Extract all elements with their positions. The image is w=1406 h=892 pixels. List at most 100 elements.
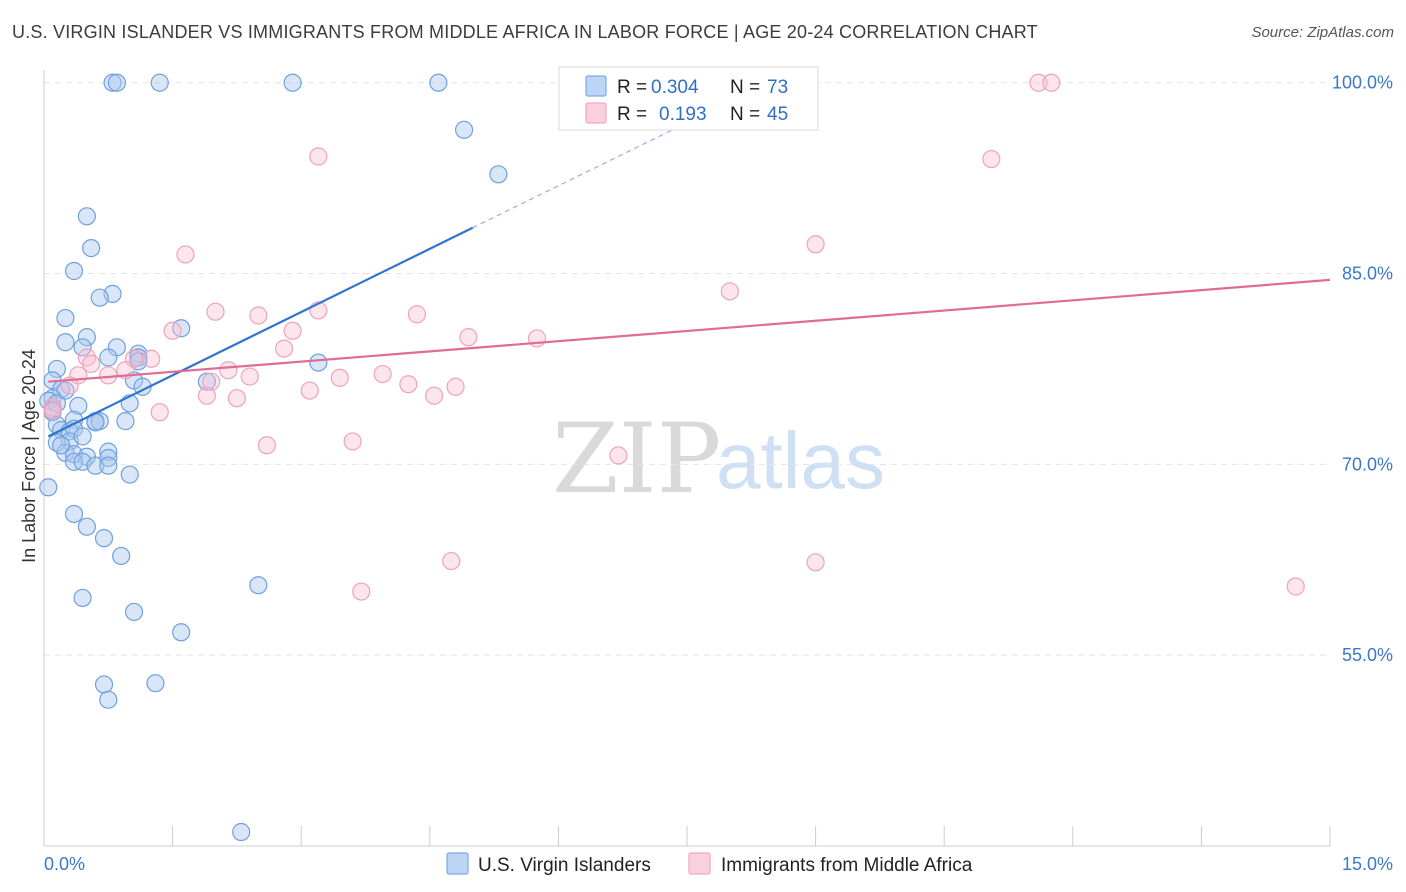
point-middle-africa: [176, 245, 195, 264]
point-middle-africa: [399, 375, 418, 394]
legend-box: R = 0.304 N = 73 R = 0.193 N = 45: [558, 66, 819, 131]
point-middle-africa: [352, 582, 371, 601]
legend-n-value-2: 45: [767, 104, 788, 125]
point-virgin-islanders: [249, 576, 268, 595]
point-virgin-islanders: [99, 442, 118, 461]
point-middle-africa: [99, 366, 118, 385]
point-virgin-islanders: [77, 328, 96, 347]
chart-title: U.S. VIRGIN ISLANDER VS IMMIGRANTS FROM …: [12, 22, 1038, 42]
point-virgin-islanders: [146, 674, 165, 693]
y-axis-title: In Labor Force | Age 20-24: [19, 349, 39, 563]
point-middle-africa: [1042, 73, 1061, 92]
point-middle-africa: [446, 377, 465, 396]
point-middle-africa: [197, 386, 216, 405]
point-virgin-islanders: [94, 529, 114, 548]
point-middle-africa: [219, 361, 238, 380]
point-middle-africa: [142, 349, 161, 368]
point-virgin-islanders: [172, 623, 191, 642]
point-middle-africa: [442, 551, 461, 571]
point-virgin-islanders: [107, 73, 126, 92]
point-middle-africa: [163, 321, 182, 340]
y-tick-label: 55.0%: [1342, 645, 1393, 665]
point-middle-africa: [982, 149, 1001, 169]
point-middle-africa: [720, 282, 739, 301]
point-middle-africa: [206, 302, 225, 321]
point-middle-africa: [150, 403, 169, 422]
legend-swatch-series2: [585, 102, 607, 124]
point-virgin-islanders: [39, 478, 58, 497]
point-virgin-islanders: [309, 353, 328, 372]
point-virgin-islanders: [454, 120, 474, 139]
x-tick-label-min: 0.0%: [44, 854, 85, 874]
point-virgin-islanders: [116, 412, 135, 431]
point-virgin-islanders: [47, 359, 66, 379]
point-virgin-islanders: [99, 448, 118, 468]
trend-line-middle-africa: [48, 278, 1331, 383]
trend-line-virgin-islanders: [47, 226, 474, 438]
point-middle-africa: [249, 306, 268, 325]
point-middle-africa: [1286, 577, 1305, 596]
point-virgin-islanders: [69, 396, 88, 415]
point-virgin-islanders: [73, 588, 92, 608]
y-tick-label: 70.0%: [1342, 454, 1393, 474]
point-virgin-islanders: [73, 338, 92, 357]
watermark-zip: ZIP: [552, 403, 721, 515]
point-middle-africa: [424, 386, 444, 405]
bottom-legend-label-series2: Immigrants from Middle Africa: [721, 855, 973, 876]
point-middle-africa: [257, 436, 277, 455]
legend-r-label-2: R =: [617, 104, 647, 125]
point-virgin-islanders: [73, 427, 92, 446]
data-points: [39, 73, 1305, 842]
point-virgin-islanders: [112, 546, 131, 566]
point-middle-africa: [309, 147, 328, 166]
legend-r-label-1: R =: [617, 77, 647, 98]
watermark-atlas: atlas: [716, 416, 885, 505]
y-tick-label: 85.0%: [1342, 264, 1393, 284]
point-middle-africa: [1029, 73, 1048, 92]
point-middle-africa: [43, 398, 62, 417]
point-middle-africa: [806, 235, 825, 254]
point-virgin-islanders: [124, 602, 144, 622]
point-middle-africa: [300, 381, 319, 400]
trend-lines: [47, 101, 1331, 438]
point-virgin-islanders: [90, 288, 109, 307]
point-middle-africa: [227, 389, 246, 408]
point-virgin-islanders: [283, 73, 302, 92]
point-middle-africa: [343, 432, 362, 451]
x-tick-label-max: 15.0%: [1342, 854, 1393, 874]
point-virgin-islanders: [232, 822, 251, 842]
point-middle-africa: [806, 553, 825, 572]
bottom-legend-label-series1: U.S. Virgin Islanders: [478, 855, 651, 876]
point-virgin-islanders: [56, 333, 75, 352]
legend-r-value-1: 0.304: [651, 77, 699, 98]
point-middle-africa: [240, 367, 259, 386]
legend-n-label-2: N =: [730, 104, 760, 125]
point-middle-africa: [373, 364, 392, 384]
point-virgin-islanders: [150, 73, 169, 92]
chart-source: Source: ZipAtlas.com: [1251, 24, 1394, 41]
point-middle-africa: [82, 354, 101, 373]
point-middle-africa: [407, 305, 427, 324]
legend-n-label-1: N =: [730, 77, 760, 98]
point-virgin-islanders: [77, 207, 96, 226]
point-middle-africa: [459, 328, 478, 347]
point-virgin-islanders: [197, 372, 216, 391]
point-virgin-islanders: [56, 308, 75, 328]
point-virgin-islanders: [52, 436, 71, 455]
legend-swatch-series1: [585, 75, 607, 97]
point-virgin-islanders: [99, 690, 118, 709]
legend-r-value-2: 0.193: [659, 104, 707, 125]
point-virgin-islanders: [64, 504, 84, 524]
point-virgin-islanders: [99, 348, 118, 367]
point-middle-africa: [330, 368, 349, 387]
point-middle-africa: [609, 446, 628, 465]
y-tick-label: 100.0%: [1332, 73, 1393, 93]
point-middle-africa: [283, 321, 302, 340]
point-virgin-islanders: [120, 465, 139, 484]
bottom-legend: U.S. Virgin Islanders Immigrants from Mi…: [446, 852, 973, 876]
point-virgin-islanders: [429, 73, 448, 92]
point-middle-africa: [274, 339, 294, 358]
point-virgin-islanders: [64, 261, 84, 281]
gridlines: [44, 82, 1330, 656]
